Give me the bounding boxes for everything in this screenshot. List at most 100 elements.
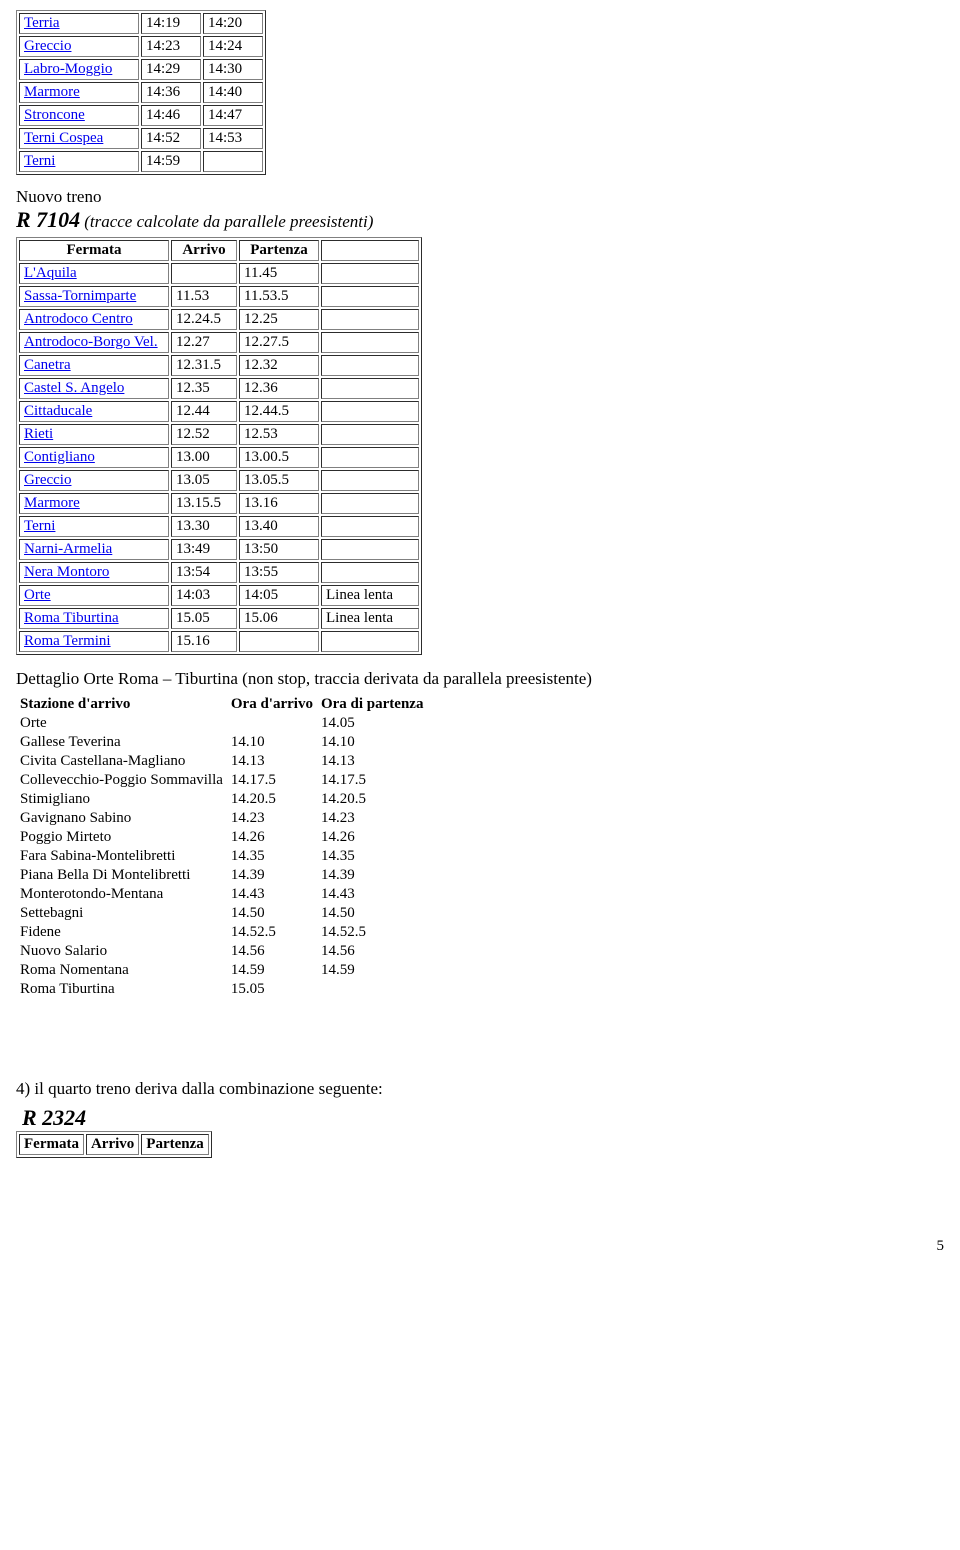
arrival-cell: 14.26 xyxy=(227,828,317,847)
table-row: Rieti12.5212.53 xyxy=(19,424,419,445)
station-cell: Gallese Teverina xyxy=(16,733,227,752)
arrival-cell: 14.39 xyxy=(227,866,317,885)
arrival-cell: 12.24.5 xyxy=(171,309,237,330)
departure-cell: 14.35 xyxy=(317,847,428,866)
departure-cell: 12.44.5 xyxy=(239,401,319,422)
station-link[interactable]: Castel S. Angelo xyxy=(24,380,124,396)
departure-cell: 14.43 xyxy=(317,885,428,904)
table-row: Marmore 14:3614:40 xyxy=(19,82,263,103)
departure-cell: 11.45 xyxy=(239,263,319,284)
departure-cell: 14.05 xyxy=(317,714,428,733)
table-row: Antrodoco Centro12.24.512.25 xyxy=(19,309,419,330)
column-header xyxy=(321,240,419,261)
station-link[interactable]: Terni xyxy=(24,518,55,534)
station-link[interactable]: Rieti xyxy=(24,426,53,442)
table-row: Sassa-Tornimparte11.5311.53.5 xyxy=(19,286,419,307)
station-link[interactable]: Labro-Moggio xyxy=(24,61,112,77)
extra-cell xyxy=(321,263,419,284)
departure-cell xyxy=(203,151,263,172)
train-4-id: R 2324 xyxy=(22,1105,944,1131)
station-link[interactable]: Marmore xyxy=(24,84,80,100)
column-header: Partenza xyxy=(141,1134,208,1155)
station-link[interactable]: Stroncone xyxy=(24,107,85,123)
arrival-cell: 13.15.5 xyxy=(171,493,237,514)
station-cell: Collevecchio-Poggio Sommavilla xyxy=(16,771,227,790)
table-row: Narni-Armelia 13:4913:50 xyxy=(19,539,419,560)
table-row: Antrodoco-Borgo Vel.12.2712.27.5 xyxy=(19,332,419,353)
departure-cell: 14.20.5 xyxy=(317,790,428,809)
arrival-cell: 15.05 xyxy=(227,980,317,999)
arrival-cell: 14.10 xyxy=(227,733,317,752)
departure-cell: 14:40 xyxy=(203,82,263,103)
arrival-cell: 13:49 xyxy=(171,539,237,560)
station-link[interactable]: Terria xyxy=(24,15,60,31)
station-link[interactable]: Contigliano xyxy=(24,449,95,465)
extra-cell: Linea lenta xyxy=(321,608,419,629)
station-link[interactable]: Marmore xyxy=(24,495,80,511)
table-row: Contigliano13.0013.00.5 xyxy=(19,447,419,468)
station-link[interactable]: Greccio xyxy=(24,38,71,54)
station-link[interactable]: Cittaducale xyxy=(24,403,92,419)
table-row: Fara Sabina-Montelibretti14.3514.35 xyxy=(16,847,427,866)
departure-cell: 14:24 xyxy=(203,36,263,57)
station-link[interactable]: Roma Tiburtina xyxy=(24,610,119,626)
extra-cell xyxy=(321,424,419,445)
station-cell: Monterotondo-Mentana xyxy=(16,885,227,904)
arrival-cell: 14.35 xyxy=(227,847,317,866)
arrival-cell: 12.52 xyxy=(171,424,237,445)
table-row: Roma Termini 15.16 xyxy=(19,631,419,652)
arrival-cell: 14:29 xyxy=(141,59,201,80)
table-row: Stroncone14:4614:47 xyxy=(19,105,263,126)
station-link[interactable]: Nera Montoro xyxy=(24,564,109,580)
station-link[interactable]: Narni-Armelia xyxy=(24,541,112,557)
arrival-cell: 12.44 xyxy=(171,401,237,422)
page-number: 5 xyxy=(16,1238,944,1255)
table-row: Poggio Mirteto14.2614.26 xyxy=(16,828,427,847)
extra-cell xyxy=(321,286,419,307)
station-link[interactable]: Antrodoco-Borgo Vel. xyxy=(24,334,158,350)
arrival-cell: 15.05 xyxy=(171,608,237,629)
arrival-cell: 14.23 xyxy=(227,809,317,828)
station-link[interactable]: Terni xyxy=(24,153,55,169)
station-link[interactable]: Orte xyxy=(24,587,51,603)
arrival-cell: 14.17.5 xyxy=(227,771,317,790)
station-cell: Settebagni xyxy=(16,904,227,923)
table-row: Gavignano Sabino14.2314.23 xyxy=(16,809,427,828)
station-link[interactable]: Sassa-Tornimparte xyxy=(24,288,136,304)
departure-cell: 14:53 xyxy=(203,128,263,149)
station-link[interactable]: Greccio xyxy=(24,472,71,488)
arrival-cell: 14:36 xyxy=(141,82,201,103)
departure-cell: 14.10 xyxy=(317,733,428,752)
station-link[interactable]: Terni Cospea xyxy=(24,130,103,146)
table-row: Marmore 13.15.513.16 xyxy=(19,493,419,514)
extra-cell xyxy=(321,631,419,652)
extra-cell xyxy=(321,378,419,399)
station-link[interactable]: Antrodoco Centro xyxy=(24,311,133,327)
extra-cell: Linea lenta xyxy=(321,585,419,606)
station-link[interactable]: L'Aquila xyxy=(24,265,77,281)
departure-cell: 13:50 xyxy=(239,539,319,560)
station-cell: Stimigliano xyxy=(16,790,227,809)
table-row: Nera Montoro13:5413:55 xyxy=(19,562,419,583)
departure-cell xyxy=(317,980,428,999)
departure-cell: 14.56 xyxy=(317,942,428,961)
arrival-cell: 14:03 xyxy=(171,585,237,606)
table-row: Monterotondo-Mentana14.4314.43 xyxy=(16,885,427,904)
station-link[interactable]: Roma Termini xyxy=(24,633,111,649)
station-cell: Fidene xyxy=(16,923,227,942)
arrival-cell: 12.35 xyxy=(171,378,237,399)
arrival-cell: 15.16 xyxy=(171,631,237,652)
arrival-cell: 14:59 xyxy=(141,151,201,172)
table-row: Terni13.3013.40 xyxy=(19,516,419,537)
departure-cell: 14.23 xyxy=(317,809,428,828)
station-link[interactable]: Canetra xyxy=(24,357,71,373)
table-row: Orte14:0314:05Linea lenta xyxy=(19,585,419,606)
train-2-note: (tracce calcolate da parallele preesiste… xyxy=(84,212,373,231)
table-row: Canetra12.31.512.32 xyxy=(19,355,419,376)
table-row: Orte14.05 xyxy=(16,714,427,733)
column-header: Ora d'arrivo xyxy=(227,695,317,714)
table-row: Stimigliano14.20.514.20.5 xyxy=(16,790,427,809)
arrival-cell: 12.27 xyxy=(171,332,237,353)
departure-cell: 13.16 xyxy=(239,493,319,514)
table-row: Castel S. Angelo12.3512.36 xyxy=(19,378,419,399)
